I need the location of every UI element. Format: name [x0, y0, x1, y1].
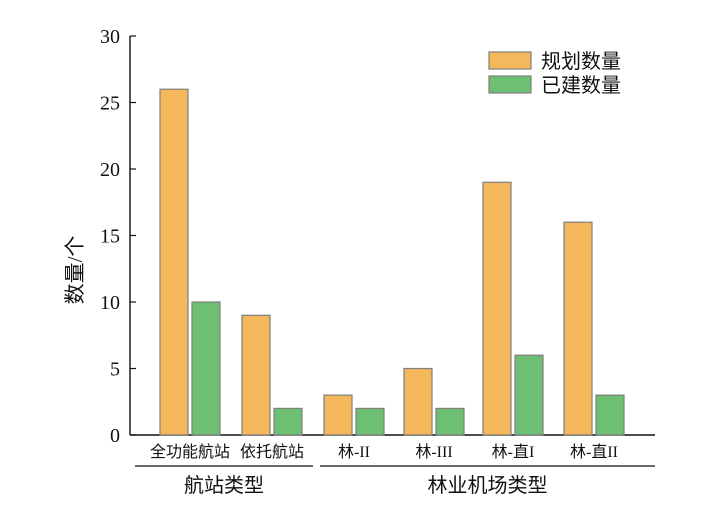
- bar-planned: [323, 394, 353, 436]
- y-tick-label: 0: [110, 425, 120, 447]
- legend-swatch: [488, 51, 532, 70]
- bar-built: [191, 301, 221, 436]
- category-groups: 航站类型 林业机场类型: [135, 465, 655, 497]
- legend-swatch: [488, 75, 532, 94]
- y-axis-label: 数量/个: [63, 236, 87, 305]
- bar-built: [273, 407, 303, 436]
- y-tick-label: 10: [100, 292, 120, 314]
- y-tick-label: 30: [100, 26, 120, 48]
- bar-built: [514, 354, 544, 436]
- group-label: 林业机场类型: [428, 474, 548, 497]
- group-label: 航站类型: [184, 474, 264, 497]
- x-category-label: 全功能航站: [150, 443, 230, 461]
- y-tick-label: 20: [100, 159, 120, 181]
- y-ticks: 0 5 10 15 20 25 30: [100, 26, 136, 447]
- bar-built: [595, 394, 625, 436]
- bar-planned: [241, 314, 271, 436]
- x-category-label: 依托航站: [240, 443, 304, 461]
- x-category-label: 林-直II: [570, 443, 618, 461]
- bar-built: [355, 407, 385, 436]
- bar-planned: [563, 221, 593, 436]
- bar-planned: [482, 181, 512, 436]
- x-category-label: 林-III: [415, 443, 452, 461]
- y-tick-label: 15: [100, 226, 120, 248]
- x-category-label: 林-直I: [492, 443, 535, 461]
- legend-label: 规划数量: [541, 50, 621, 73]
- bars: [159, 88, 625, 436]
- bar-planned: [403, 367, 433, 436]
- legend-label: 已建数量: [541, 74, 621, 97]
- y-tick-label: 5: [110, 359, 120, 381]
- x-category-label: 林-II: [338, 443, 370, 461]
- x-categories: 全功能航站 依托航站 林-II 林-III 林-直I 林-直II: [150, 443, 618, 461]
- y-tick-label: 25: [100, 93, 120, 115]
- bar-built: [435, 407, 465, 436]
- bar-planned: [159, 88, 189, 436]
